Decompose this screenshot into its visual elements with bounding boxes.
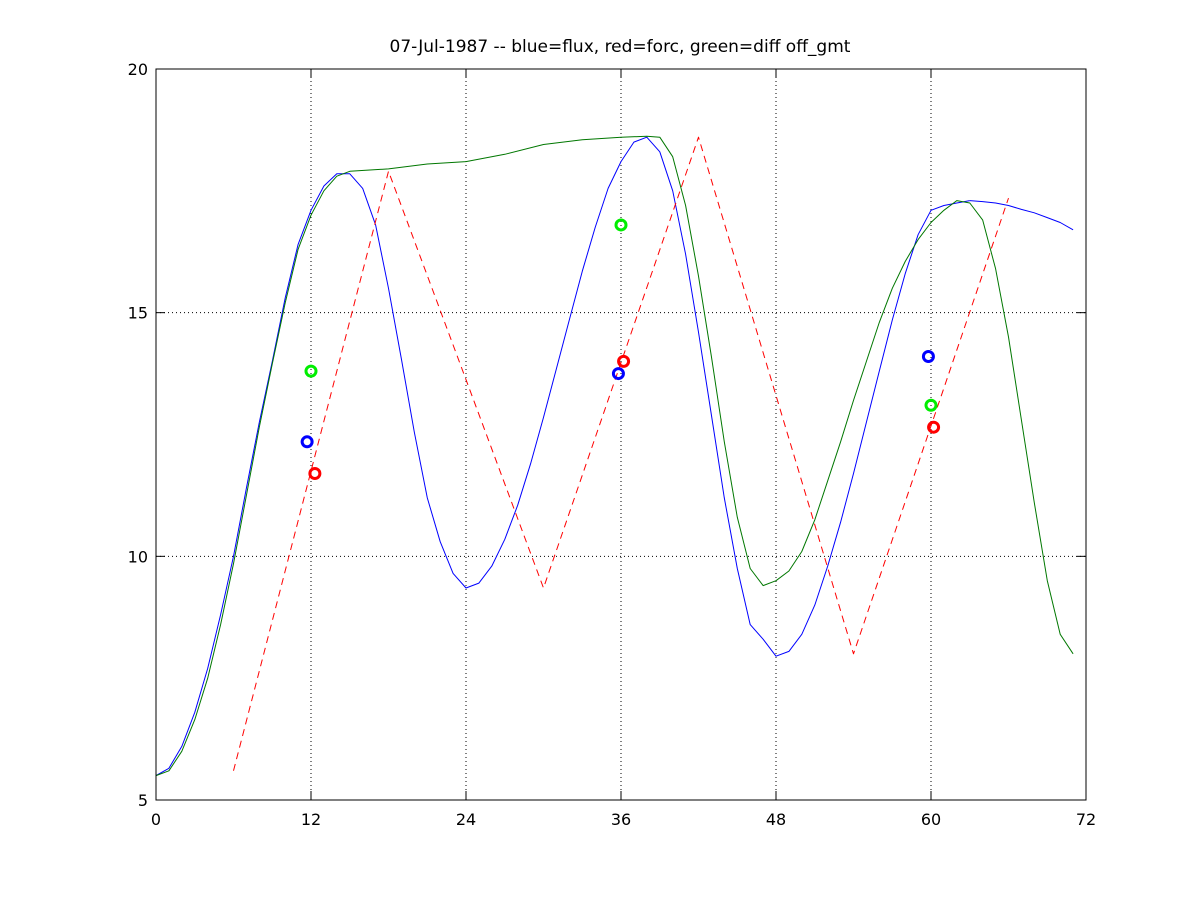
- grid-lines: [156, 69, 1086, 800]
- marker-group: [300, 218, 941, 480]
- x-tick-label: 12: [301, 810, 321, 829]
- x-tick-label: 36: [611, 810, 631, 829]
- y-tick-label: 5: [138, 791, 148, 810]
- y-tick-label: 10: [128, 547, 148, 566]
- tick-labels: 0 12 24 36 48 60 72 5 10 15 20: [128, 60, 1097, 829]
- series-line-diff: [155, 135, 1074, 777]
- x-tick-label: 72: [1076, 810, 1096, 829]
- tick-marks: [155, 68, 1087, 801]
- data-marker: [304, 364, 318, 378]
- data-marker: [611, 367, 625, 381]
- data-marker: [921, 350, 935, 364]
- series-line-diff-tail: [969, 200, 1074, 231]
- y-tick-label: 15: [128, 304, 148, 323]
- x-tick-label: 48: [766, 810, 786, 829]
- data-marker: [300, 435, 314, 449]
- data-marker: [614, 218, 628, 232]
- data-marker: [617, 354, 631, 368]
- data-marker: [924, 398, 938, 412]
- data-marker: [308, 466, 322, 480]
- series-group: [155, 135, 1074, 777]
- chart-title: 07-Jul-1987 -- blue=flux, red=forc, gree…: [390, 37, 851, 57]
- x-tick-label: 60: [921, 810, 941, 829]
- series-line-flux: [155, 136, 970, 777]
- x-tick-label: 0: [151, 810, 161, 829]
- data-marker: [927, 420, 941, 434]
- y-tick-label: 20: [128, 60, 148, 79]
- x-tick-label: 24: [456, 810, 476, 829]
- series-line-forc: [233, 136, 1009, 771]
